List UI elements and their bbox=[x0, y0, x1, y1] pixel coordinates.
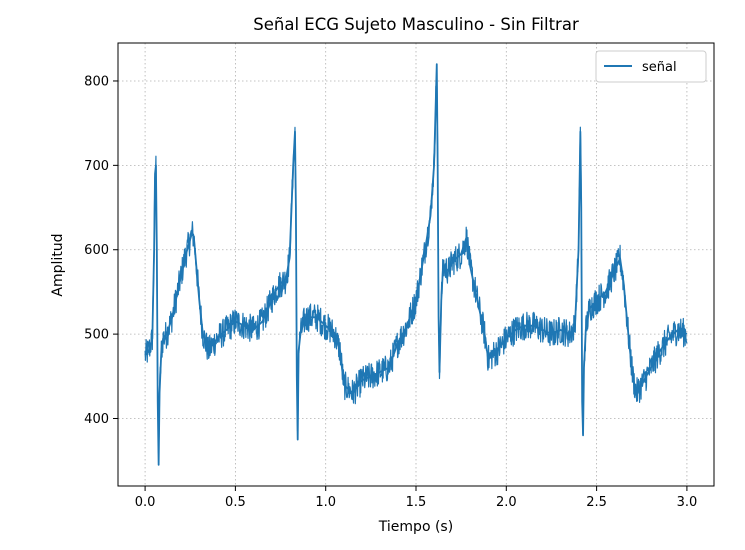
y-axis-label: Amplitud bbox=[50, 233, 66, 296]
y-tick-label: 600 bbox=[84, 243, 109, 258]
x-axis-ticks: 0.0 0.5 1.0 1.5 2.0 2.5 3.0 bbox=[135, 486, 698, 510]
x-tick-label: 2.0 bbox=[496, 495, 517, 510]
series-line-senal bbox=[144, 63, 688, 466]
series-group bbox=[144, 63, 688, 466]
y-tick-label: 700 bbox=[84, 159, 109, 174]
x-tick-label: 3.0 bbox=[677, 495, 698, 510]
x-tick-label: 1.5 bbox=[406, 495, 427, 510]
y-tick-label: 400 bbox=[84, 412, 109, 427]
x-tick-label: 2.5 bbox=[586, 495, 607, 510]
x-tick-label: 0.5 bbox=[225, 495, 246, 510]
x-axis-label: Tiempo (s) bbox=[378, 519, 453, 535]
y-axis-ticks: 400 500 600 700 800 bbox=[84, 74, 118, 427]
y-tick-label: 800 bbox=[84, 74, 109, 89]
y-tick-label: 500 bbox=[84, 328, 109, 343]
legend: señal bbox=[595, 50, 707, 83]
legend-label-senal: señal bbox=[642, 60, 677, 75]
chart-title: Señal ECG Sujeto Masculino - Sin Filtrar bbox=[253, 15, 579, 34]
legend-box bbox=[595, 50, 707, 83]
x-tick-label: 1.0 bbox=[315, 495, 336, 510]
x-tick-label: 0.0 bbox=[135, 495, 156, 510]
